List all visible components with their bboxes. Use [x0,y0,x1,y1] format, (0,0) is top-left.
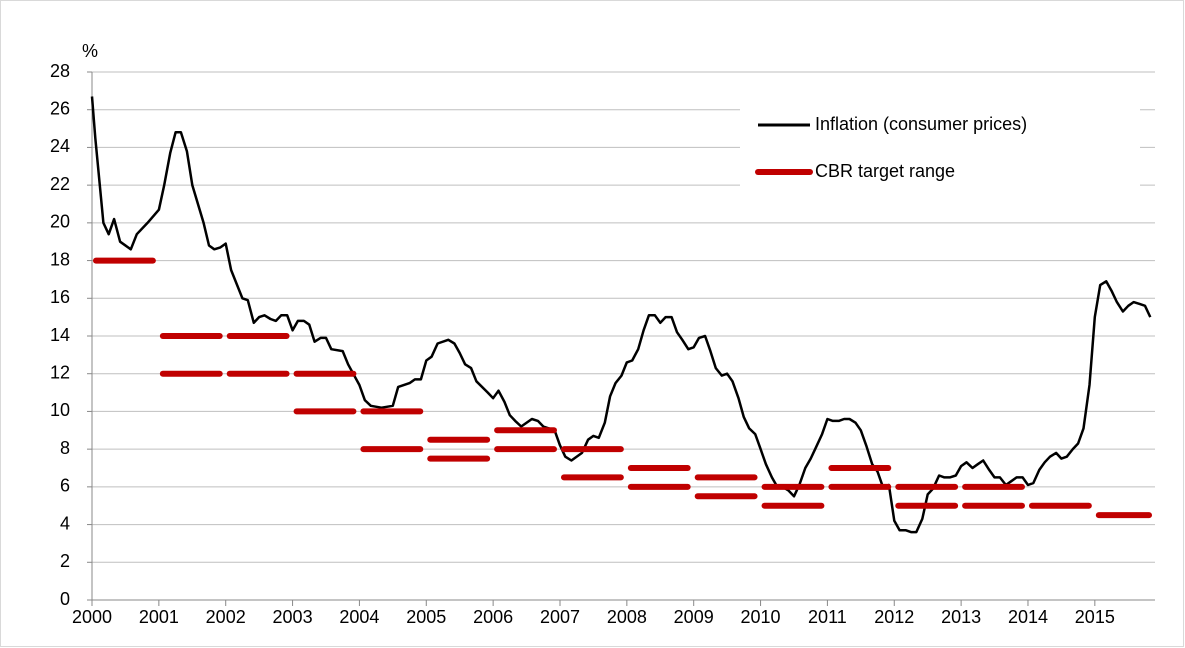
x-tick-label: 2013 [941,607,981,627]
y-tick-label: 28 [50,61,70,81]
x-tick-label: 2004 [339,607,379,627]
y-tick-label: 12 [50,362,70,382]
legend-bg [740,100,1140,195]
x-tick-label: 2002 [206,607,246,627]
legend-label: Inflation (consumer prices) [815,114,1027,134]
x-tick-label: 2000 [72,607,112,627]
x-tick-label: 2010 [741,607,781,627]
y-tick-label: 6 [60,476,70,496]
y-tick-label: 14 [50,325,70,345]
x-tick-label: 2001 [139,607,179,627]
x-tick-label: 2015 [1075,607,1115,627]
y-tick-label: 24 [50,136,70,156]
x-tick-label: 2014 [1008,607,1048,627]
y-tick-label: 18 [50,249,70,269]
y-tick-label: 10 [50,400,70,420]
x-tick-label: 2006 [473,607,513,627]
y-tick-label: 0 [60,589,70,609]
y-tick-label: 20 [50,212,70,232]
y-tick-label: 16 [50,287,70,307]
y-tick-label: 22 [50,174,70,194]
y-tick-label: 4 [60,513,70,533]
y-tick-label: 2 [60,551,70,571]
x-tick-label: 2005 [406,607,446,627]
x-tick-label: 2008 [607,607,647,627]
x-tick-label: 2009 [674,607,714,627]
inflation-line [90,96,1152,534]
y-axis-label: % [82,41,98,61]
legend-label: CBR target range [815,161,955,181]
x-tick-label: 2007 [540,607,580,627]
y-tick-label: 8 [60,438,70,458]
x-tick-label: 2012 [874,607,914,627]
x-tick-label: 2011 [808,607,847,627]
x-tick-label: 2003 [273,607,313,627]
y-tick-label: 26 [50,98,70,118]
